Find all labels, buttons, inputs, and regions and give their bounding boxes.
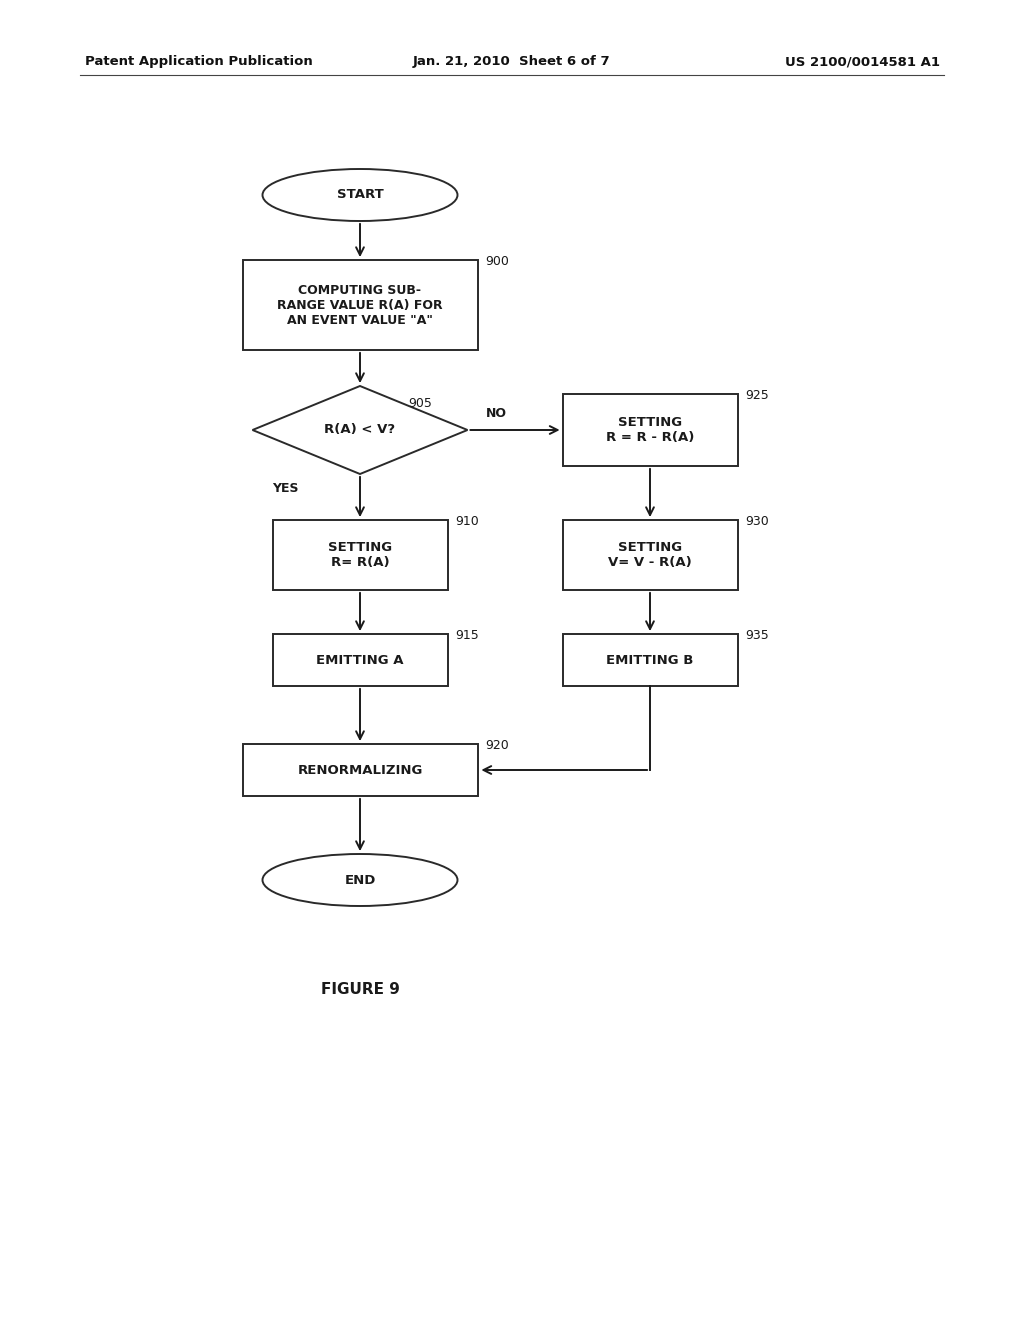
Polygon shape — [253, 385, 468, 474]
Text: 920: 920 — [485, 739, 509, 752]
Ellipse shape — [262, 854, 458, 906]
Text: 900: 900 — [485, 255, 509, 268]
Text: Jan. 21, 2010  Sheet 6 of 7: Jan. 21, 2010 Sheet 6 of 7 — [414, 55, 610, 69]
Text: 905: 905 — [409, 397, 432, 411]
FancyBboxPatch shape — [243, 744, 477, 796]
FancyBboxPatch shape — [562, 634, 737, 686]
FancyBboxPatch shape — [562, 520, 737, 590]
Text: FIGURE 9: FIGURE 9 — [321, 982, 399, 998]
Text: SETTING
R = R - R(A): SETTING R = R - R(A) — [606, 416, 694, 444]
Text: SETTING
R= R(A): SETTING R= R(A) — [328, 541, 392, 569]
Text: Patent Application Publication: Patent Application Publication — [85, 55, 312, 69]
FancyBboxPatch shape — [272, 634, 447, 686]
FancyBboxPatch shape — [272, 520, 447, 590]
Text: START: START — [337, 189, 383, 202]
Text: 915: 915 — [456, 630, 479, 642]
Text: RENORMALIZING: RENORMALIZING — [297, 763, 423, 776]
Text: 935: 935 — [745, 630, 769, 642]
Text: EMITTING B: EMITTING B — [606, 653, 693, 667]
Text: NO: NO — [485, 407, 507, 420]
Text: COMPUTING SUB-
RANGE VALUE R(A) FOR
AN EVENT VALUE "A": COMPUTING SUB- RANGE VALUE R(A) FOR AN E… — [278, 284, 442, 326]
Text: EMITTING A: EMITTING A — [316, 653, 403, 667]
Ellipse shape — [262, 169, 458, 220]
FancyBboxPatch shape — [243, 260, 477, 350]
FancyBboxPatch shape — [562, 393, 737, 466]
Text: YES: YES — [272, 482, 299, 495]
Text: US 2100/0014581 A1: US 2100/0014581 A1 — [785, 55, 940, 69]
Text: SETTING
V= V - R(A): SETTING V= V - R(A) — [608, 541, 692, 569]
Text: 910: 910 — [456, 515, 479, 528]
Text: 925: 925 — [745, 389, 769, 403]
Text: R(A) < V?: R(A) < V? — [325, 424, 395, 437]
Text: 930: 930 — [745, 515, 769, 528]
Text: END: END — [344, 874, 376, 887]
